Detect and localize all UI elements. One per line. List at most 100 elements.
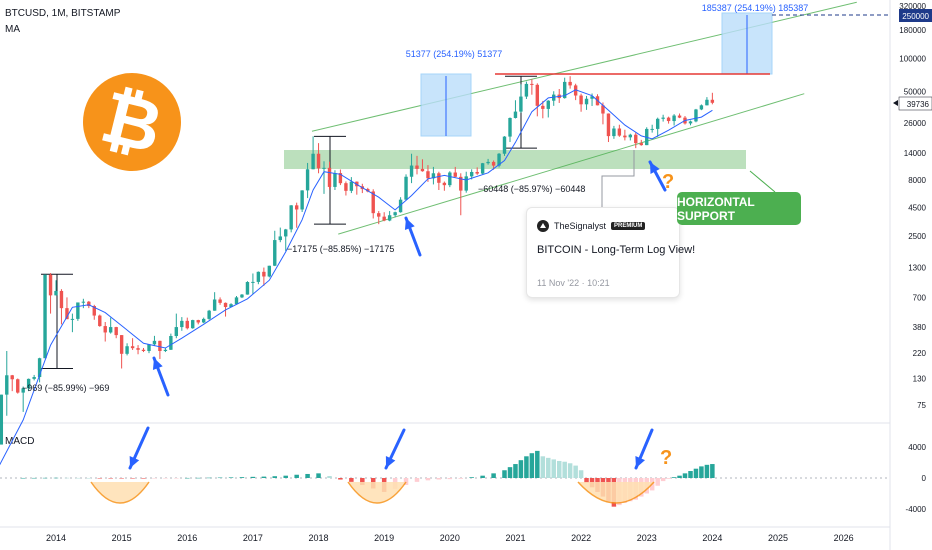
candle-body — [294, 205, 299, 210]
candle-body — [672, 115, 676, 122]
candle-body — [694, 109, 698, 122]
candle-body — [705, 99, 709, 106]
price-tick-label: 180000 — [899, 26, 926, 35]
price-tick-label: 1300 — [908, 264, 926, 273]
macd-legend: MACD — [5, 436, 35, 447]
price-tick-label: 220 — [913, 349, 927, 358]
idea-card-header: TheSignalyst PREMIUM — [537, 220, 646, 232]
price-tick-label: 8000 — [908, 176, 926, 185]
idea-date: 11 Nov '22 · 10:21 — [537, 278, 610, 288]
price-tick-label: 320000 — [899, 2, 926, 11]
macd-bar — [546, 457, 551, 478]
candle-body — [442, 182, 447, 186]
candle-body — [300, 190, 304, 210]
candle-body — [666, 117, 671, 122]
candle-body — [639, 143, 643, 146]
candle-body — [114, 327, 118, 336]
candle-body — [377, 213, 381, 217]
price-tick-label: 14000 — [904, 149, 927, 158]
idea-card[interactable]: TheSignalyst PREMIUM BITCOIN - Long-Term… — [526, 207, 695, 298]
symbol-title: BTCUSD, 1M, BITSTAMP — [5, 8, 121, 19]
candle-body — [535, 84, 540, 106]
time-tick-label: 2024 — [702, 533, 722, 543]
price-tick-label: 75 — [917, 401, 926, 410]
time-tick-label: 2022 — [571, 533, 591, 543]
candle-body — [612, 128, 616, 137]
candle-body — [196, 320, 200, 323]
current-price-pointer-icon — [893, 100, 898, 106]
macd-tick-label: 4000 — [908, 443, 926, 452]
price-tick-label: 4500 — [908, 204, 926, 213]
measurement-label: 51377 (254.19%) 51377 — [406, 49, 503, 59]
candle-body — [174, 327, 179, 337]
candle-body — [475, 171, 479, 174]
candle-body — [387, 215, 392, 221]
candle-body — [393, 212, 397, 216]
candle-body — [185, 320, 189, 329]
candle-body — [508, 117, 512, 137]
question-mark-price-icon: ? — [662, 171, 674, 193]
macd-bar — [584, 478, 589, 483]
macd-bar — [20, 477, 26, 479]
candle-body — [289, 205, 293, 230]
candle-body — [273, 240, 277, 266]
candle-body — [311, 153, 315, 170]
macd-bar — [31, 477, 37, 479]
candle-body — [562, 81, 567, 99]
candle-body — [322, 167, 326, 169]
macd-bottom-arc-2015 — [90, 481, 150, 504]
target-price-label: 250000 — [902, 12, 929, 21]
candle-body — [169, 336, 173, 350]
candle-body — [420, 168, 425, 172]
macd-bar — [518, 460, 524, 478]
candle-body — [141, 349, 146, 352]
macd-bar — [704, 464, 710, 478]
question-mark-macd-icon: ? — [660, 447, 672, 469]
arrow-2019-macd-icon-head — [385, 456, 396, 468]
author-name[interactable]: TheSignalyst — [554, 221, 607, 231]
candle-body — [541, 105, 545, 109]
price-tick-label: 50000 — [904, 88, 927, 97]
candle-body — [579, 95, 583, 105]
target-price-badge — [899, 9, 932, 22]
macd-bar — [53, 477, 59, 479]
arrow-2019-price-icon — [404, 216, 422, 257]
candle-body — [464, 176, 468, 191]
candle-body — [98, 315, 102, 327]
macd-bar — [567, 463, 573, 478]
macd-bar — [660, 478, 666, 482]
candle-body — [163, 349, 168, 352]
candle-body — [245, 282, 250, 295]
candle-body — [327, 167, 332, 187]
candle-body — [256, 271, 261, 282]
arrow-2015-price-icon — [152, 356, 170, 397]
candle-body — [573, 85, 578, 96]
candle-body — [431, 173, 436, 179]
candle-body — [546, 100, 550, 109]
candle-body — [234, 297, 239, 305]
macd-bar — [710, 464, 715, 478]
macd-bar — [447, 478, 453, 480]
candle-body — [486, 161, 490, 164]
macd-bar — [578, 470, 584, 478]
idea-title[interactable]: BITCOIN - Long-Term Log View! — [537, 244, 696, 256]
arrow-2019-price-icon-head — [404, 218, 415, 230]
author-avatar-icon — [537, 220, 549, 232]
candle-body — [480, 163, 485, 174]
macd-bar — [163, 478, 168, 479]
candle-body — [37, 358, 42, 378]
candle-body — [65, 308, 69, 320]
candle-body — [262, 271, 266, 277]
price-tick-label: 380 — [913, 323, 927, 332]
candle-body — [338, 173, 343, 184]
time-tick-label: 2020 — [440, 533, 460, 543]
idea-connector-line — [601, 150, 635, 207]
price-tick-label: 26000 — [904, 119, 927, 128]
macd-bar — [119, 478, 124, 479]
candle-body — [453, 172, 457, 177]
time-tick-label: 2023 — [637, 533, 657, 543]
candle-body — [344, 183, 348, 191]
macd-bar — [540, 456, 546, 478]
candle-body — [617, 128, 622, 136]
